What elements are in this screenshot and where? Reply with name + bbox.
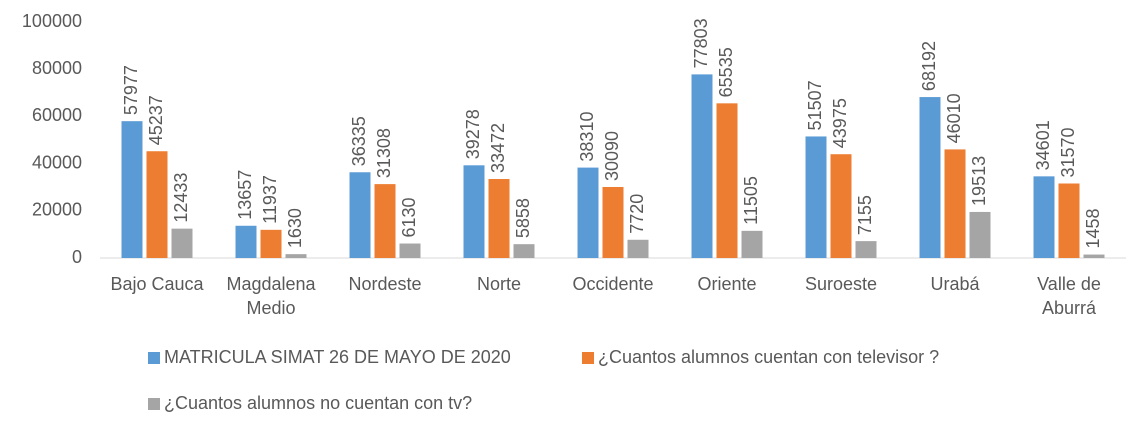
legend-label: MATRICULA SIMAT 26 DE MAYO DE 2020 [164,347,511,367]
data-label: 31570 [1058,127,1078,177]
bar [805,136,827,258]
data-label: 51507 [805,80,825,130]
y-tick-label: 40000 [32,152,82,172]
x-tick-label: Nordeste [348,274,422,294]
x-tick-label: Urabá [930,274,980,294]
bar [235,225,257,258]
y-tick-label: 60000 [32,105,82,125]
x-tick-label: Suroeste [804,274,878,294]
x-tick-label: Valle de Aburrá [1037,274,1101,318]
data-label: 19513 [969,156,989,206]
legend-swatch [582,351,594,364]
bar [513,244,535,258]
x-tick-label: Bajo Cauca [110,274,204,294]
x-tick-label: Occidente [572,274,654,294]
data-label: 57977 [121,65,141,115]
bar [171,228,193,258]
bar [463,165,485,258]
legend-label: ¿Cuantos alumnos cuentan con televisor ? [598,347,940,367]
bar [260,229,282,258]
legend-item: ¿Cuantos alumnos cuentan con televisor ? [582,347,939,368]
y-tick-label: 20000 [32,200,82,220]
data-label: 65535 [716,47,736,97]
y-tick-label: 0 [72,247,82,267]
bar [1083,254,1105,258]
data-label: 30090 [602,131,622,181]
data-label: 36335 [349,116,369,166]
bar [374,184,396,258]
data-label: 34601 [1033,120,1053,170]
data-label: 77803 [691,18,711,68]
bar [627,239,649,258]
bar [716,103,738,258]
data-label: 45237 [146,95,166,145]
data-label: 13657 [235,170,255,220]
data-label: 31308 [374,128,394,178]
data-label: 11937 [260,175,280,224]
bar [146,151,168,258]
bar [1033,176,1055,258]
data-label: 68192 [919,41,939,91]
data-label: 43975 [830,98,850,148]
data-label: 11505 [741,176,761,225]
data-label: 38310 [577,112,597,162]
data-label: 1630 [285,208,305,248]
bar [855,241,877,258]
legend-swatch [148,397,160,410]
data-label: 12433 [171,173,191,223]
bar [577,167,599,258]
legend-item: MATRICULA SIMAT 26 DE MAYO DE 2020 [148,347,511,368]
legend-item: ¿Cuantos alumnos no cuentan con tv? [148,393,472,414]
bar [691,74,713,258]
bar [741,230,763,258]
bar [602,186,624,258]
bar [488,179,510,258]
bar [830,154,852,258]
bar [121,121,143,258]
data-label: 1458 [1083,209,1103,249]
x-tick-label: Norte [476,274,521,294]
bar [1058,183,1080,258]
data-label: 7155 [855,195,875,235]
x-tick-label: Oriente [697,274,757,294]
bar [285,254,307,258]
legend-swatch [148,351,160,364]
data-label: 7720 [627,194,647,234]
bar [919,97,941,258]
legend-label: ¿Cuantos alumnos no cuentan con tv? [164,393,473,413]
bar [349,172,371,258]
data-label: 33472 [488,123,508,173]
bar [944,149,966,258]
y-tick-label: 80000 [32,58,82,78]
y-tick-label: 100000 [22,11,82,31]
data-label: 46010 [944,93,964,143]
bar [399,243,421,258]
data-label: 6130 [399,197,419,237]
bar [969,211,991,258]
x-tick-label: Magdalena Medio [226,274,316,318]
data-label: 39278 [463,109,483,159]
data-label: 5858 [513,198,533,238]
